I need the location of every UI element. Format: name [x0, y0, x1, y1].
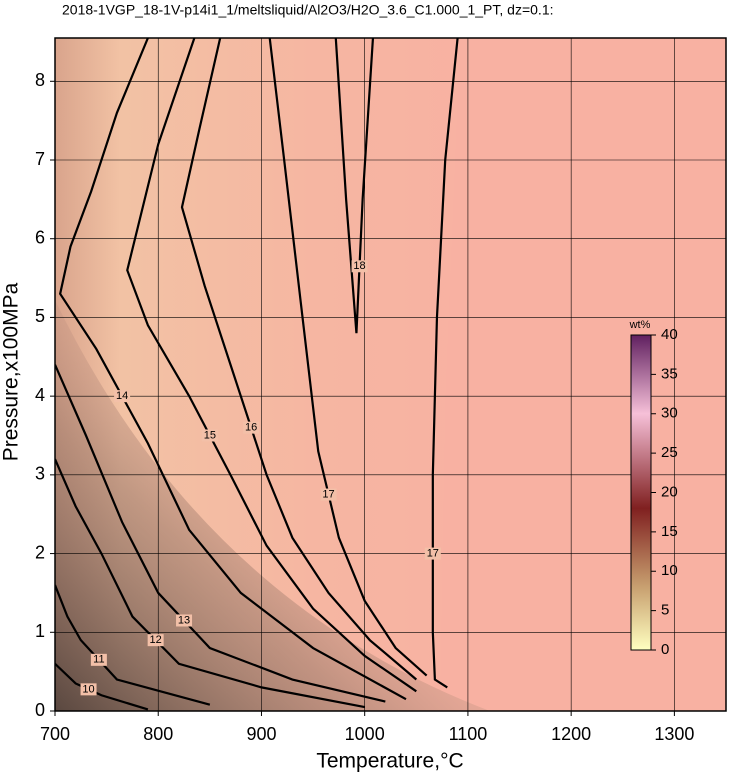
contour-line	[58, 38, 407, 701]
y-tick-label: 5	[35, 306, 45, 326]
y-tick-label: 6	[35, 227, 45, 247]
y-tick-label: 4	[35, 385, 45, 405]
y-tick-label: 8	[35, 70, 45, 90]
colorbar-tick-label: 0	[661, 641, 669, 658]
contour-label: 17	[322, 488, 334, 500]
colorbar-tick-label: 30	[661, 405, 678, 422]
contour-line	[55, 364, 386, 703]
colorbar-tick-label: 5	[661, 602, 669, 619]
contour-label: 15	[204, 429, 216, 441]
x-tick-label: 900	[246, 724, 276, 744]
contour-label-bg	[147, 634, 164, 647]
x-axis-label: Temperature,°C	[316, 750, 463, 773]
contour-label-bg	[176, 614, 193, 627]
contour-label: 13	[178, 614, 190, 626]
region-shade	[55, 300, 490, 711]
colorbar-tick-label: 25	[661, 444, 678, 461]
contour-label: 17	[427, 547, 439, 559]
contour-label-bg	[90, 653, 107, 666]
colorbar-tick-label: 20	[661, 483, 678, 500]
y-tick-label: 2	[35, 542, 45, 562]
contour-label-bg	[114, 390, 131, 403]
colorbar-tick-label: 40	[661, 326, 678, 343]
contour-line	[334, 38, 375, 334]
x-tick-label: 800	[143, 724, 173, 744]
y-tick-label: 1	[35, 621, 45, 641]
contour-label: 12	[150, 634, 162, 646]
x-tick-label: 1300	[654, 724, 694, 744]
colorbar-label: wt%	[629, 319, 651, 331]
y-tick-label: 0	[35, 700, 45, 720]
contour-label-bg	[80, 683, 97, 696]
colorbar-tick-label: 15	[661, 523, 678, 540]
contour-label: 16	[245, 422, 257, 434]
plot-area: 10 11 12 13 14 15 16 17 18 17	[55, 38, 726, 711]
x-tick-label: 1000	[345, 724, 385, 744]
x-tick-label: 1200	[551, 724, 591, 744]
y-tick-label: 3	[35, 464, 45, 484]
plot-frame	[54, 37, 727, 712]
contour-label-bg	[243, 421, 260, 434]
contour-line	[55, 584, 211, 706]
colorbar-tick-label: 35	[661, 365, 678, 382]
contour-label-bg	[320, 488, 337, 501]
contour-label-bg	[351, 260, 368, 273]
y-axis-label: Pressure,x100MPa	[0, 282, 23, 461]
contour-label-bg	[424, 547, 441, 560]
contour-label: 11	[93, 654, 104, 666]
colorbar-tick-label: 10	[661, 562, 678, 579]
contour-label: 10	[82, 683, 94, 695]
contour-label: 14	[116, 390, 128, 402]
contour-label: 18	[353, 260, 365, 272]
x-tick-label: 700	[40, 724, 70, 744]
contour-line	[55, 458, 365, 709]
y-tick-label: 7	[35, 149, 45, 169]
colorbar	[630, 334, 652, 651]
chart-title: 2018-1VGP_18-1V-p14i1_1/meltsliquid/Al2O…	[62, 2, 554, 18]
contour-line	[431, 38, 459, 689]
contour-label-bg	[201, 429, 218, 442]
x-tick-label: 1100	[449, 724, 488, 744]
